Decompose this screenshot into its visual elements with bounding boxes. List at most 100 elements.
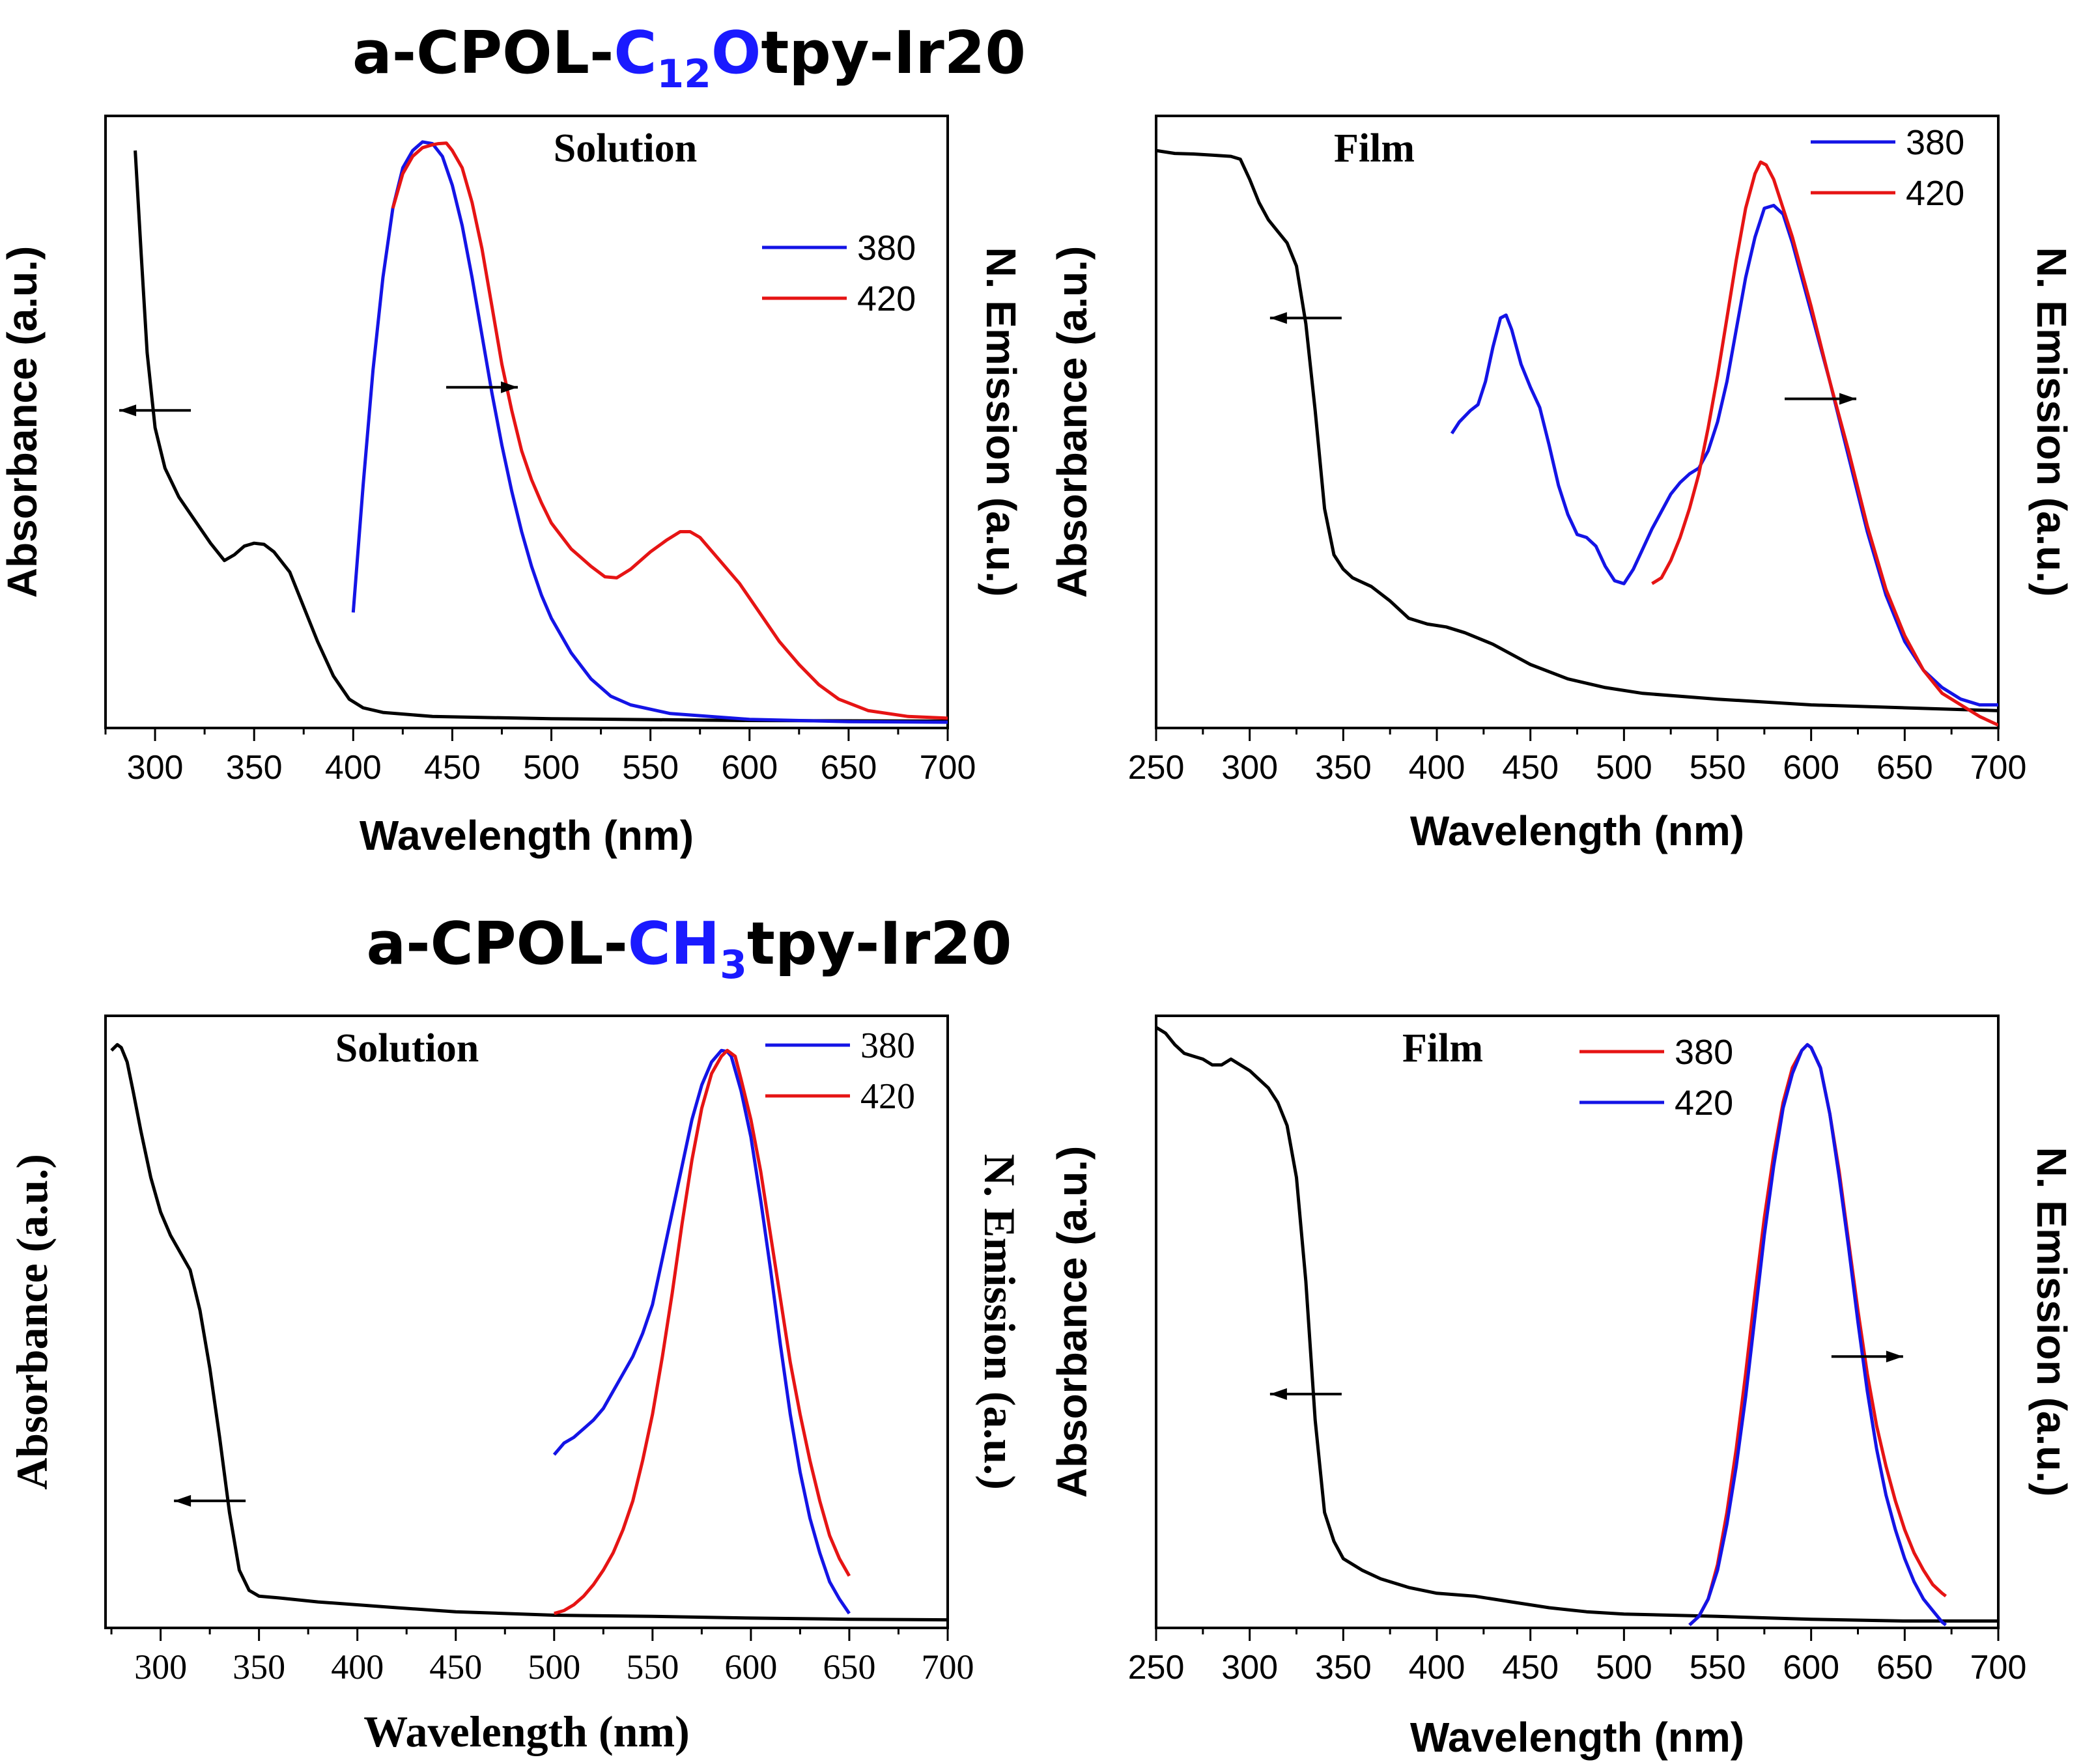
y-axis-label-right: N. Emission (a.u.) xyxy=(978,247,1025,597)
bottom-title-blue-sub: 3 xyxy=(720,942,747,988)
x-tick-label: 250 xyxy=(1128,749,1185,787)
x-tick-label: 550 xyxy=(626,1647,679,1687)
direction-arrow-head xyxy=(174,1494,191,1507)
x-tick-label: 350 xyxy=(226,749,283,787)
legend-label: 380 xyxy=(860,1026,915,1066)
y-axis-label-left: Absorbance (a.u.) xyxy=(1049,246,1096,598)
x-tick-label: 700 xyxy=(922,1647,974,1687)
x-tick-label: 600 xyxy=(1783,749,1839,787)
bottom-title-prefix: a-CPOL- xyxy=(366,910,627,978)
legend-label: 420 xyxy=(860,1076,915,1117)
series-line-absorbance xyxy=(134,150,948,723)
x-tick-label: 500 xyxy=(523,749,580,787)
x-tick-label: 600 xyxy=(1783,1649,1839,1687)
plot-frame xyxy=(1155,1015,2000,1629)
panel-label: Film xyxy=(1334,126,1415,171)
chart-bottom-left-solution: 300 350 400 450 500 550 600 650 700 Wavelength (n… xyxy=(7,1015,1025,1756)
x-tick-label: 650 xyxy=(820,749,877,787)
series-line-380 xyxy=(1688,1043,1947,1627)
y-axis-label-left: Absorbance (a.u.) xyxy=(7,1154,57,1490)
series-line-380 xyxy=(552,1048,851,1615)
y-axis-label-left: Absorbance (a.u.) xyxy=(0,246,46,598)
series-line-420 xyxy=(1651,160,1998,727)
x-tick-label: 350 xyxy=(1315,1649,1372,1687)
top-title-blue-main: C xyxy=(614,19,657,87)
bottom-title-suffix: tpy-Ir20 xyxy=(747,910,1012,978)
x-tick-label: 300 xyxy=(134,1647,187,1687)
series-line-absorbance xyxy=(110,1043,948,1622)
x-tick-label: 350 xyxy=(233,1647,285,1687)
bottom-title-blue-main: CH xyxy=(628,910,720,978)
x-tick-label: 600 xyxy=(724,1647,777,1687)
x-tick-label: 650 xyxy=(1876,1649,1933,1687)
y-axis-label-right: N. Emission (a.u.) xyxy=(2028,247,2075,597)
legend-label: 380 xyxy=(857,229,916,268)
y-axis-label-left: Absorbance (a.u.) xyxy=(1049,1146,1096,1498)
direction-arrow-head xyxy=(1269,312,1287,324)
top-title-suffix: tpy-Ir20 xyxy=(761,19,1026,87)
direction-arrow-head xyxy=(1839,393,1857,405)
bottom-title: a-CPOL-CH3tpy-Ir20 xyxy=(366,910,1012,988)
legend-label: 420 xyxy=(1675,1084,1733,1123)
chart-top-right-film: 250 300 350 400 450 500 550 600 650 700 Wavelength… xyxy=(1049,115,2075,854)
direction-arrow-head xyxy=(1269,1388,1287,1400)
x-tick-label: 550 xyxy=(622,749,679,787)
x-tick-label: 400 xyxy=(325,749,382,787)
x-tick-label: 500 xyxy=(528,1647,580,1687)
panel-label: Solution xyxy=(554,126,698,171)
series-line-420 xyxy=(1688,1043,1947,1627)
x-tick-label: 550 xyxy=(1690,1649,1746,1687)
series-line-420 xyxy=(554,1048,851,1616)
series-line-absorbance xyxy=(1156,148,1998,712)
top-title: a-CPOL-C12Otpy-Ir20 xyxy=(352,19,1026,97)
y-axis-label-right: N. Emission (a.u.) xyxy=(975,1154,1025,1490)
x-tick-label: 500 xyxy=(1596,749,1652,787)
series-line-420 xyxy=(391,141,948,720)
legend-label: 420 xyxy=(1906,174,1964,213)
legend-label: 380 xyxy=(1675,1033,1733,1072)
top-title-blue-tail: O xyxy=(711,19,761,87)
series-line-380 xyxy=(1450,204,1998,707)
x-tick-label: 450 xyxy=(429,1647,482,1687)
plot-frame xyxy=(104,115,949,729)
direction-arrow-head xyxy=(501,381,518,393)
x-tick-label: 400 xyxy=(1409,749,1465,787)
x-tick-label: 400 xyxy=(1409,1649,1465,1687)
chart-bottom-right-film: 250 300 350 400 450 500 550 600 650 700 Wavelength… xyxy=(1049,1015,2075,1761)
x-axis-label: Wavelength (nm) xyxy=(1410,807,1744,854)
legend-label: 380 xyxy=(1906,123,1964,162)
x-tick-label: 700 xyxy=(1970,1649,2027,1687)
top-title-prefix: a-CPOL- xyxy=(352,19,614,87)
x-tick-label: 650 xyxy=(1876,749,1933,787)
x-tick-label: 700 xyxy=(920,749,976,787)
y-axis-label-right: N. Emission (a.u.) xyxy=(2028,1147,2075,1497)
x-tick-label: 700 xyxy=(1970,749,2027,787)
panel-label: Film xyxy=(1402,1026,1483,1071)
legend-label: 420 xyxy=(857,279,916,318)
panel-label: Solution xyxy=(335,1026,479,1071)
direction-arrow-head xyxy=(119,404,137,417)
x-tick-label: 450 xyxy=(424,749,481,787)
x-axis-label: Wavelength (nm) xyxy=(360,812,694,859)
x-tick-label: 600 xyxy=(721,749,778,787)
plot-frame xyxy=(104,1015,949,1629)
top-title-blue-sub: 12 xyxy=(657,51,711,97)
x-tick-label: 350 xyxy=(1315,749,1372,787)
direction-arrow-head xyxy=(1886,1351,1903,1363)
x-tick-label: 550 xyxy=(1690,749,1746,787)
x-axis-label: Wavelength (nm) xyxy=(363,1707,690,1756)
plot-frame xyxy=(1155,115,2000,729)
series-line-absorbance xyxy=(1156,1026,1998,1623)
x-tick-label: 650 xyxy=(823,1647,875,1687)
x-tick-label: 400 xyxy=(331,1647,384,1687)
x-tick-label: 500 xyxy=(1596,1649,1652,1687)
x-tick-label: 250 xyxy=(1128,1649,1185,1687)
x-tick-label: 300 xyxy=(1221,1649,1278,1687)
x-tick-label: 300 xyxy=(1221,749,1278,787)
x-tick-label: 450 xyxy=(1502,1649,1559,1687)
x-tick-label: 300 xyxy=(127,749,184,787)
x-tick-label: 450 xyxy=(1502,749,1559,787)
chart-top-left-solution: 300 350 400 450 500 550 600 650 700 Wavelength (n… xyxy=(0,115,1025,859)
x-axis-label: Wavelength (nm) xyxy=(1410,1714,1744,1761)
